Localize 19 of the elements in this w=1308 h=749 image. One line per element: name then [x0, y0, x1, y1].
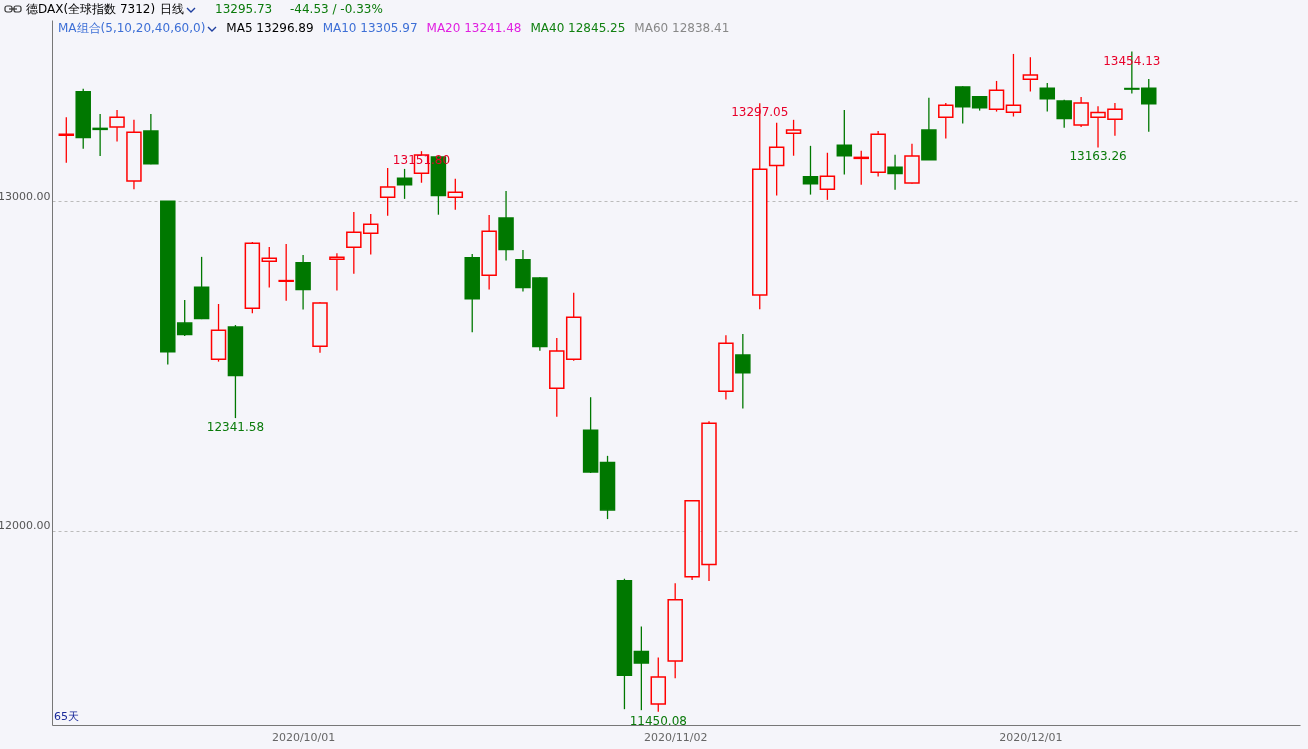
- y-tick-label: 13000.00: [0, 189, 51, 203]
- x-tick-label: 2020/10/01: [271, 730, 336, 744]
- text: -44.53 / -0.33%: [290, 1, 383, 18]
- annotation: MA5 13296.89: [226, 21, 314, 35]
- annotation: 13163.26: [1069, 149, 1127, 164]
- x-tick-label: 2020/12/01: [999, 730, 1063, 744]
- annotation: 65天: [54, 709, 79, 724]
- text: 13295.73: [215, 1, 273, 18]
- annotation: MA20 13241.48: [426, 21, 522, 35]
- annotation: MA40 12845.25: [530, 21, 626, 35]
- x-tick-label: 2020/11/02: [643, 730, 708, 744]
- text: 日线: [160, 1, 185, 18]
- annotation: 12341.58: [206, 420, 265, 435]
- annotation: MA60 12838.41: [634, 21, 730, 35]
- annotation: MA组合(5,10,20,40,60,0): [58, 21, 207, 35]
- chart-title: 德DAX(全球指数 7312): [26, 1, 156, 18]
- annotation: 11450.08: [629, 713, 687, 728]
- y-tick-label: 12000.00: [0, 519, 51, 533]
- annotation: MA10 13305.97: [322, 21, 418, 35]
